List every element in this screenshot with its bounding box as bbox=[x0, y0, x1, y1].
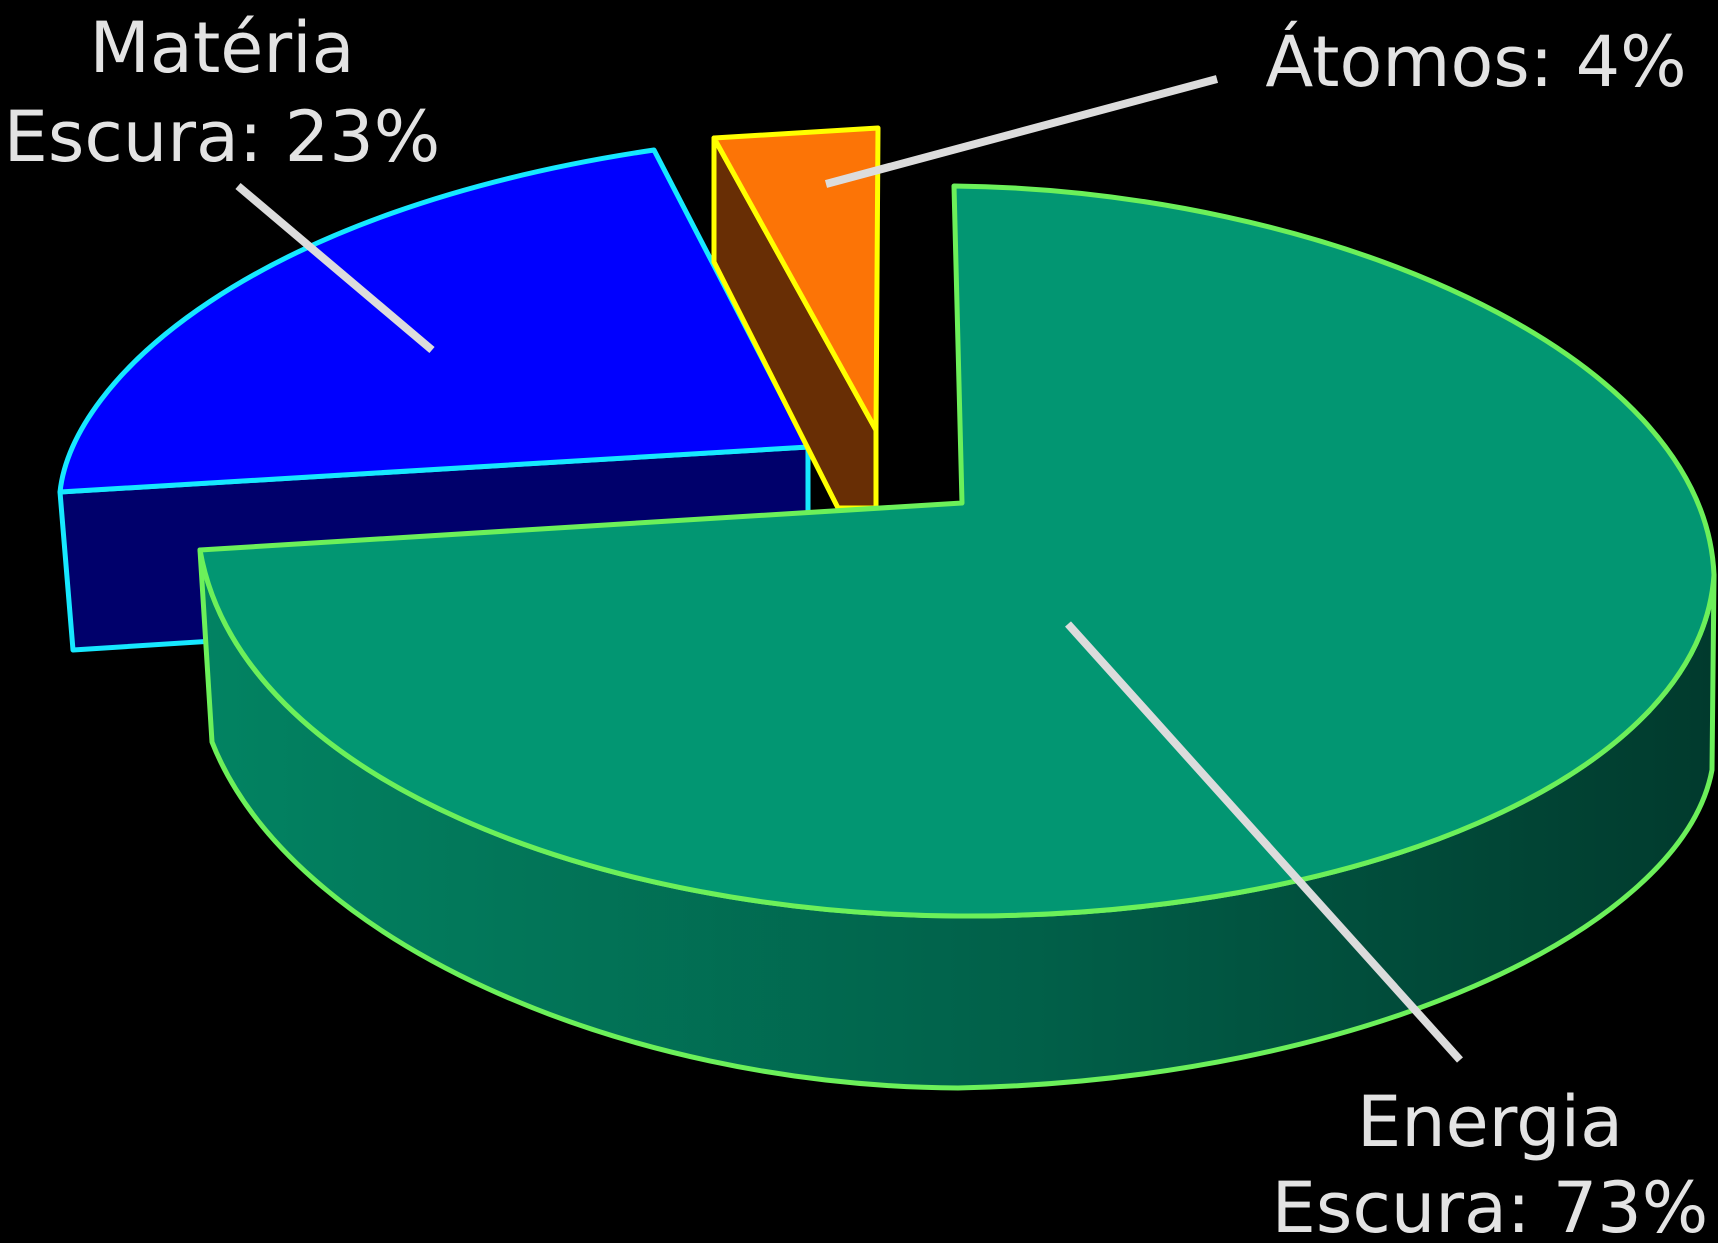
slice-atomos-top bbox=[711, 125, 881, 433]
leader-line-energia bbox=[1065, 621, 1463, 1063]
leader-line-atomos bbox=[824, 75, 1219, 188]
slice-energia-top bbox=[197, 183, 1717, 919]
label-materia-line-2: Escura: 23% bbox=[4, 96, 441, 178]
slice-energia-escura bbox=[197, 183, 1717, 1091]
label-energia-escura: Energia Escura: 73% bbox=[1272, 1081, 1709, 1243]
slice-atomos bbox=[711, 125, 881, 511]
label-atomos: Átomos: 4% bbox=[1265, 21, 1686, 103]
label-energia-line-1: Energia bbox=[1357, 1081, 1623, 1163]
label-atomos-line-1: Átomos: 4% bbox=[1265, 21, 1686, 103]
label-energia-line-2: Escura: 73% bbox=[1272, 1167, 1709, 1243]
label-materia-escura: Matéria Escura: 23% bbox=[4, 7, 441, 178]
slice-materia-top bbox=[57, 147, 811, 495]
label-materia-line-1: Matéria bbox=[90, 7, 355, 89]
leader-line-materia bbox=[235, 182, 435, 354]
